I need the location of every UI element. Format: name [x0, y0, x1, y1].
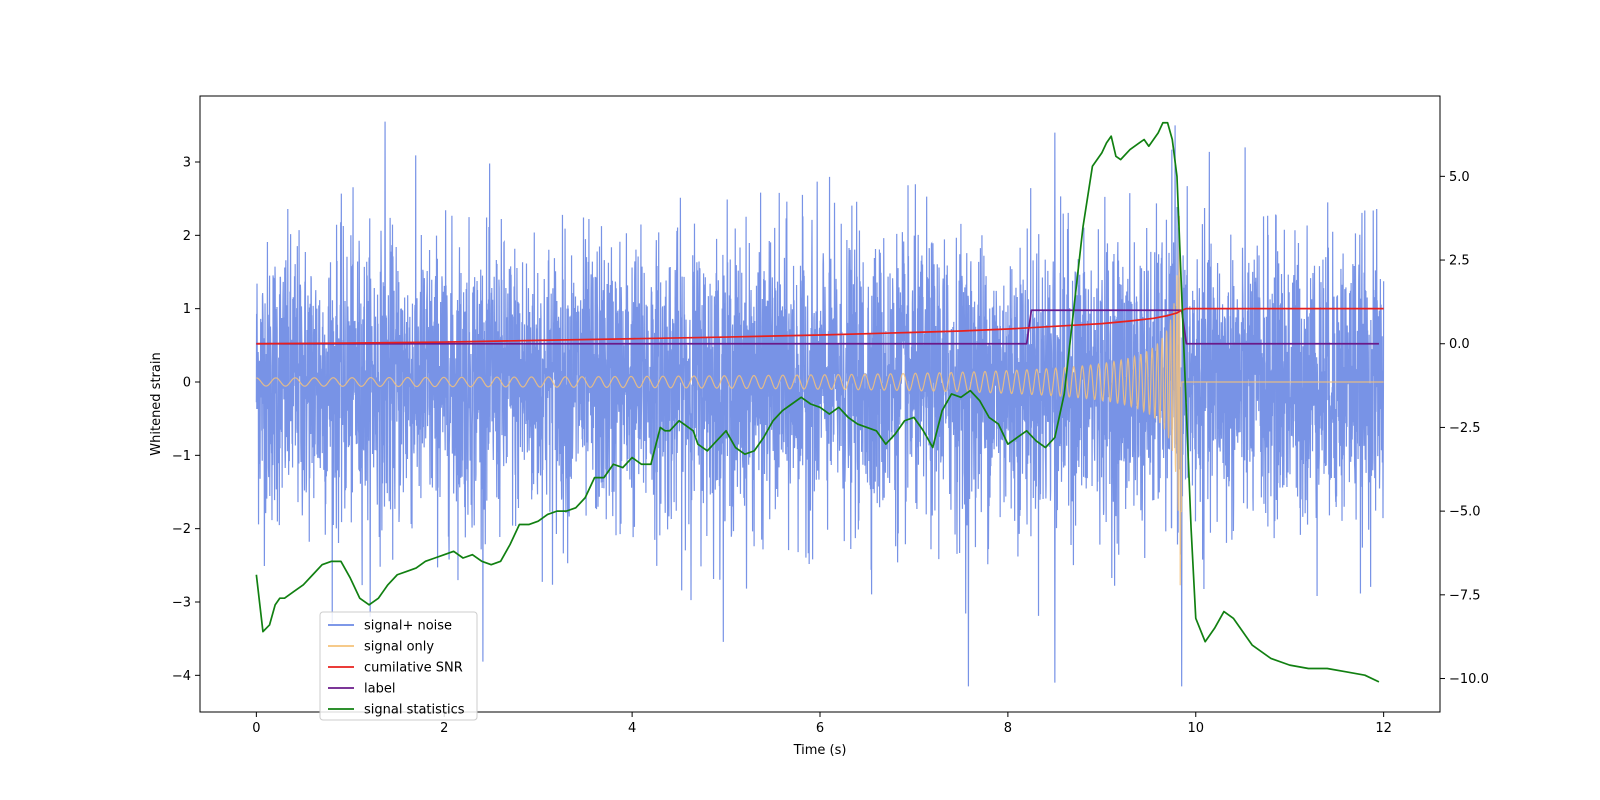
y2-tick-label: 0.0	[1449, 337, 1470, 352]
x-tick-label: 0	[252, 721, 260, 736]
legend-label: cumilative SNR	[364, 661, 463, 676]
series-cumulative-snr	[256, 307, 1384, 345]
x-tick-label: 6	[816, 721, 824, 736]
y-tick-label: 1	[183, 302, 191, 317]
y-tick-label: −3	[172, 596, 191, 611]
x-tick-label: 8	[1004, 721, 1012, 736]
x-axis-label: Time (s)	[793, 743, 847, 758]
x-tick-label: 4	[628, 721, 636, 736]
y2-tick-label: −10.0	[1449, 672, 1489, 687]
legend-label: signal only	[364, 640, 434, 655]
legend-label: signal+ noise	[364, 619, 452, 634]
y-axis-left: −4 −3 −2 −1 0 1 2 3	[172, 156, 200, 684]
series-signal-only	[256, 215, 1384, 586]
series-layer	[255, 121, 1385, 687]
y-axis-right: −10.0 −7.5 −5.0 −2.5 0.0 2.5 5.0	[1440, 170, 1489, 687]
y-tick-label: −2	[172, 522, 191, 537]
y2-tick-label: −2.5	[1449, 421, 1481, 436]
x-tick-label: 10	[1187, 721, 1204, 736]
series-signal-noise	[255, 121, 1385, 687]
y-tick-label: −1	[172, 449, 191, 464]
y-tick-label: 2	[183, 229, 191, 244]
y-tick-label: 0	[183, 376, 191, 391]
y2-tick-label: 2.5	[1449, 254, 1470, 269]
y-tick-label: −4	[172, 669, 191, 684]
y2-tick-label: 5.0	[1449, 170, 1470, 185]
y2-tick-label: −5.0	[1449, 505, 1481, 520]
legend-box	[319, 611, 478, 721]
legend-label: label	[364, 682, 395, 697]
y2-tick-label: −7.5	[1449, 588, 1481, 603]
x-tick-label: 2	[440, 721, 448, 736]
x-axis: 0 2 4 6 8 10 12	[252, 712, 1392, 736]
y-tick-label: 3	[183, 156, 191, 171]
legend-label: signal statistics	[364, 703, 465, 718]
legend: signal+ noise signal only cumilative SNR la…	[319, 611, 478, 721]
x-tick-label: 12	[1375, 721, 1392, 736]
y-axis-label: Whitened strain	[149, 352, 164, 455]
series-label	[256, 309, 1379, 345]
series-signal-statistics	[255, 121, 1380, 683]
